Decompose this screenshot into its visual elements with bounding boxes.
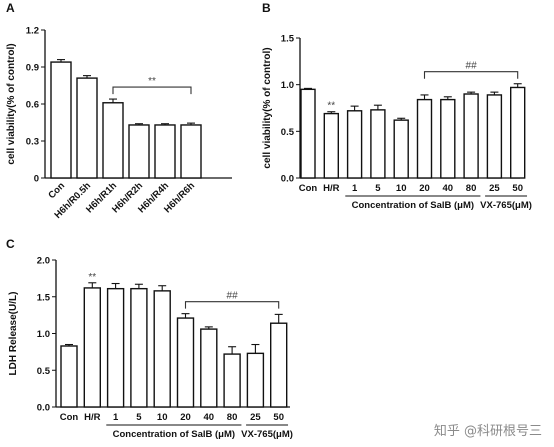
panel-c-x-tick-label: 10 xyxy=(157,412,168,423)
panel-c-bar xyxy=(176,317,195,408)
panel-c-bar xyxy=(83,287,102,408)
panel-c-significance-bracket xyxy=(184,301,280,309)
panel-b-bar xyxy=(323,112,339,179)
panel-c-x-tick-label: 20 xyxy=(180,412,191,423)
panel-a-bar xyxy=(154,124,176,179)
panel-c-y-tick-label: 0.5 xyxy=(37,366,51,377)
panel-b-bar xyxy=(346,110,363,179)
panel-c-significance-mark: ** xyxy=(88,272,96,283)
panel-b-bar xyxy=(440,98,456,179)
panel-b-x-tick-label: H/R xyxy=(323,183,340,194)
panel-c-x-tick-label: 1 xyxy=(113,412,119,423)
panel-c-y-tick-label: 2.0 xyxy=(37,256,50,267)
panel-c-group-label: VX-765(μM) xyxy=(241,429,293,440)
panel-b-x-tick-label: 50 xyxy=(512,183,523,194)
panel-a-y-axis-label: cell viability(% of control) xyxy=(6,43,17,164)
panel-a-label: A xyxy=(6,1,15,15)
panel-b-x-tick-label: 40 xyxy=(443,183,454,194)
panel-b-y-tick-label: 1.5 xyxy=(281,34,295,45)
panel-b-x-tick-label: 25 xyxy=(489,183,500,194)
panel-b-significance-mark: ** xyxy=(327,101,335,112)
panel-a-bar xyxy=(180,124,202,179)
panel-a-y-tick-label: 1.2 xyxy=(26,26,39,37)
panel-b-group-label: Concentration of SalB (μM) xyxy=(352,200,474,211)
panel-c-group-label: Concentration of SalB (μM) xyxy=(113,429,235,440)
panel-c-y-axis-label: LDH Release(U/L) xyxy=(8,292,19,376)
panel-c-bar xyxy=(60,345,78,408)
panel-a-bar xyxy=(50,61,72,179)
panel-b-x-tick-label: Con xyxy=(299,183,318,194)
watermark-text: 知乎 @科研根号三 xyxy=(433,424,542,439)
panel-c-bar xyxy=(106,287,125,408)
panel-b-y-tick-label: 0.0 xyxy=(281,174,294,185)
panel-b-bar xyxy=(463,93,479,179)
panel-b-significance-bracket xyxy=(423,71,519,79)
panel-b-group-label: VX-765(μM) xyxy=(480,200,532,211)
panel-a-y-tick-label: 0.6 xyxy=(26,100,39,111)
panel-c-label: C xyxy=(6,237,15,251)
panel-a-bar xyxy=(102,102,124,179)
panel-c-x-tick-label: 25 xyxy=(250,412,261,423)
panel-c-bar xyxy=(153,290,171,408)
panel-c-y-tick-label: 1.0 xyxy=(37,329,50,340)
panel-a-y-tick-label: 0.3 xyxy=(26,137,39,148)
panel-c-bar xyxy=(246,352,265,408)
panel-c-bar xyxy=(270,322,288,408)
panel-c-x-tick-label: H/R xyxy=(84,412,101,423)
panel-a-significance-mark: ** xyxy=(148,76,156,87)
panel-c-x-tick-label: 80 xyxy=(227,412,238,423)
panel-b-y-axis-label: cell viability(% of control) xyxy=(262,47,273,168)
panel-b-x-tick-label: 1 xyxy=(352,183,358,194)
panel-c-significance-mark: ## xyxy=(227,291,239,302)
panel-c-x-tick-label: Con xyxy=(60,412,79,423)
panel-c-bar xyxy=(130,287,148,408)
panel-c-bar xyxy=(200,328,218,408)
panel-c-x-tick-label: 40 xyxy=(204,412,215,423)
panel-b-bar xyxy=(510,86,526,179)
panel-a-bar xyxy=(128,124,150,179)
panel-b-y-tick-label: 1.0 xyxy=(281,80,294,91)
panel-b-bar xyxy=(486,94,503,179)
panel-b-x-tick-label: 10 xyxy=(396,183,407,194)
panel-b-bar xyxy=(393,119,409,179)
panel-b-x-tick-label: 20 xyxy=(419,183,430,194)
panel-c-bar xyxy=(223,353,241,408)
panel-b-bar xyxy=(416,98,433,179)
panel-a-y-tick-label: 0 xyxy=(34,174,39,185)
panel-a-x-tick-label: Con xyxy=(46,180,67,201)
panel-c-x-tick-label: 50 xyxy=(273,412,284,423)
panel-b-bar xyxy=(370,109,386,179)
panel-a-significance-bracket xyxy=(112,86,192,95)
panel-a-bar xyxy=(76,77,98,179)
panel-c-y-tick-label: 0.0 xyxy=(37,403,50,414)
panel-b-x-tick-label: 5 xyxy=(375,183,381,194)
panel-c-y-tick-label: 1.5 xyxy=(37,292,51,303)
panel-a-y-tick-label: 0.9 xyxy=(26,63,39,74)
panel-b-x-tick-label: 80 xyxy=(466,183,477,194)
panel-c-x-tick-label: 5 xyxy=(136,412,142,423)
panel-b-bar xyxy=(300,88,316,179)
panel-b-label: B xyxy=(262,1,271,15)
panel-b-y-tick-label: 0.5 xyxy=(281,127,295,138)
panel-b-significance-mark: ## xyxy=(466,61,478,72)
